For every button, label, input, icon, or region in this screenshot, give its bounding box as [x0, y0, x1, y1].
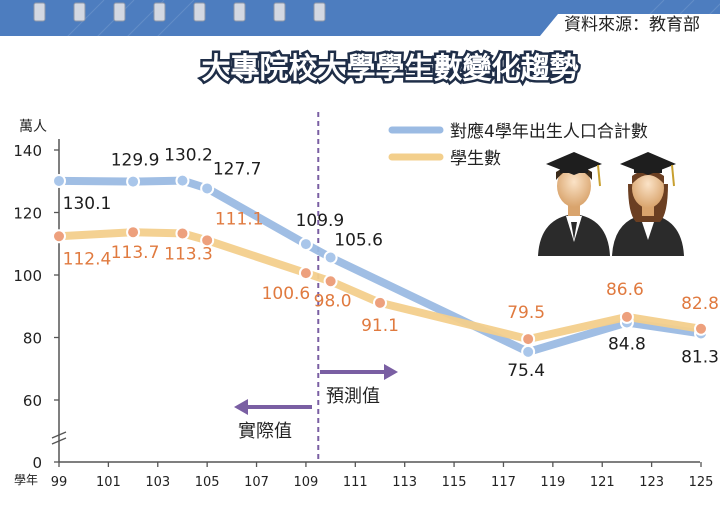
- point-population: [175, 173, 190, 188]
- y-tick-label: 120: [13, 205, 42, 223]
- point-students: [298, 266, 313, 281]
- y-tick-label: 80: [23, 330, 42, 348]
- point-population: [200, 181, 215, 196]
- x-tick-label: 117: [491, 475, 516, 490]
- data-label-students: 100.6: [262, 284, 311, 304]
- y-axis-break: [51, 431, 67, 445]
- point-population: [298, 237, 313, 252]
- y-tick-label: 140: [13, 142, 42, 160]
- data-label-population: 84.8: [608, 335, 646, 355]
- x-tick-label: 125: [689, 475, 714, 490]
- binder-rings: [33, 2, 326, 22]
- forecast-arrow: [320, 364, 398, 380]
- point-population: [126, 174, 141, 189]
- x-ticks: 99 101 103 105 107 109 111 113 115 117 119 121 123 12…: [51, 462, 714, 490]
- legend: 對應4學年出生人口合計數 學生數: [388, 121, 648, 169]
- x-tick-label: 111: [343, 475, 368, 490]
- x-tick-label: 101: [96, 475, 121, 490]
- x-tick-label: 99: [51, 475, 68, 490]
- data-label-students: 82.8: [681, 294, 719, 314]
- point-students: [521, 332, 536, 347]
- data-label-students: 113.3: [164, 244, 213, 264]
- legend-label-students: 學生數: [450, 149, 501, 169]
- data-label-population: 109.9: [296, 211, 345, 231]
- data-label-population: 130.2: [164, 146, 213, 166]
- chart-title: 大專院校大學學生數變化趨勢: [201, 51, 578, 85]
- x-tick-label: 119: [540, 475, 565, 490]
- point-population: [323, 250, 338, 265]
- x-tick-label: 107: [244, 475, 269, 490]
- legend-label-population: 對應4學年出生人口合計數: [450, 121, 648, 142]
- data-label-population: 81.3: [681, 347, 719, 367]
- graduate-female-icon: [612, 152, 684, 256]
- point-students: [200, 233, 215, 248]
- point-students: [694, 321, 708, 336]
- x-tick-label: 121: [590, 475, 615, 490]
- x-unit-label: 學年: [14, 473, 38, 487]
- data-label-population: 105.6: [334, 231, 383, 251]
- data-label-population: 127.7: [213, 159, 262, 179]
- forecast-label: 預測值: [326, 386, 380, 407]
- data-label-students: 91.1: [361, 316, 399, 336]
- data-label-population: 129.9: [111, 151, 160, 171]
- x-tick-label: 123: [639, 475, 664, 490]
- data-label-students: 98.0: [314, 291, 352, 311]
- x-tick-label: 113: [392, 475, 417, 490]
- y-tick-label: 60: [23, 392, 42, 410]
- point-students: [126, 225, 141, 240]
- x-tick-label: 103: [145, 475, 170, 490]
- point-population: [521, 344, 536, 359]
- data-label-students: 79.5: [507, 303, 545, 323]
- y-tick-label: 0: [32, 454, 42, 472]
- point-students: [373, 295, 387, 310]
- source-note: 資料來源：教育部: [564, 15, 700, 35]
- point-students: [619, 309, 634, 324]
- actual-arrow: [234, 399, 312, 415]
- data-label-students: 113.7: [111, 243, 160, 263]
- point-students: [323, 274, 338, 289]
- graduate-male-icon: [538, 152, 610, 256]
- series-line-students: [55, 228, 705, 344]
- point-students: [52, 229, 66, 244]
- y-tick-label: 100: [13, 267, 42, 285]
- data-label-population: 75.4: [507, 361, 545, 381]
- data-label-students: 112.4: [63, 249, 112, 269]
- x-tick-label: 109: [294, 475, 319, 490]
- x-tick-label: 105: [195, 475, 220, 490]
- series-layer: [52, 173, 708, 359]
- data-label-students: 86.6: [606, 280, 644, 300]
- y-ticks: 0 60 80 100 120 140: [13, 142, 59, 472]
- point-students: [175, 226, 190, 241]
- x-tick-label: 115: [442, 475, 467, 490]
- point-population: [52, 173, 66, 188]
- actual-label: 實際值: [238, 421, 292, 442]
- y-unit-label: 萬人: [19, 119, 47, 135]
- data-label-students: 111.1: [215, 209, 264, 229]
- data-label-population: 130.1: [63, 194, 112, 214]
